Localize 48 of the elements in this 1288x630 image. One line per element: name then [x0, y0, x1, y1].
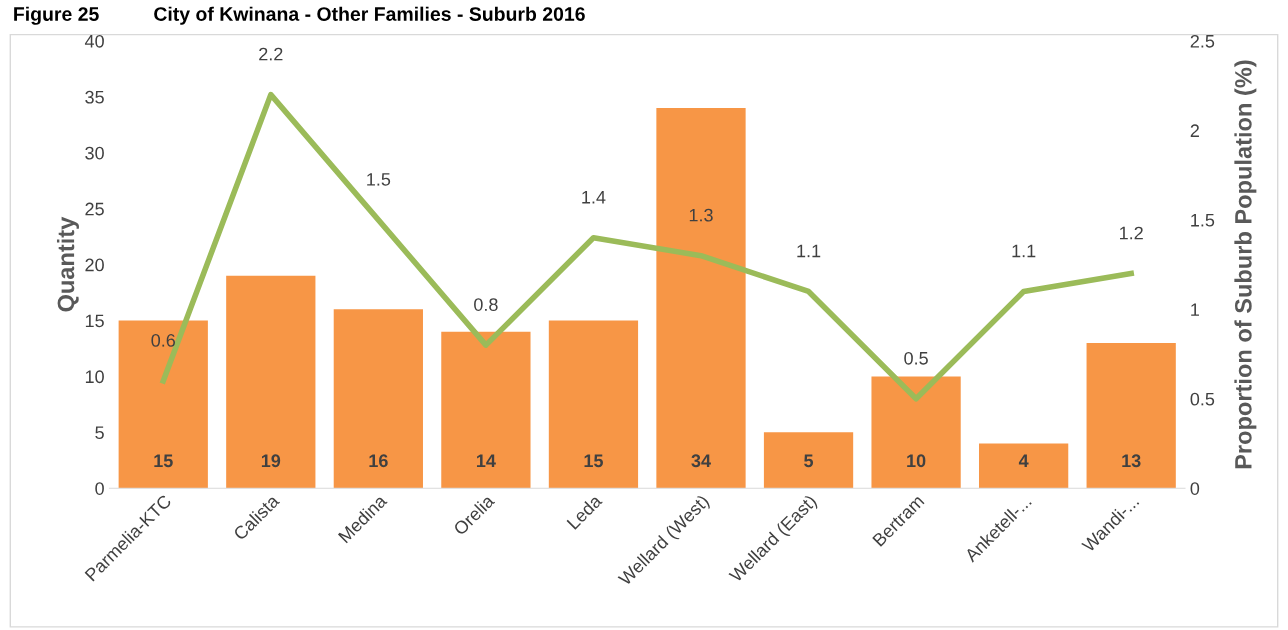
y-axis-title: Quantity [56, 216, 79, 312]
bar [226, 275, 316, 489]
y-tick-label: 40 [84, 34, 104, 48]
y2-tick-label: 2 [1190, 124, 1199, 137]
data-label: 1.4 [582, 191, 606, 204]
bar [871, 376, 961, 489]
data-label: 1.2 [1120, 226, 1143, 240]
y2-tick-label: 0.5 [1190, 392, 1215, 406]
bar [979, 443, 1069, 489]
y-tick-label: 25 [85, 202, 104, 216]
data-label: 5 [804, 454, 814, 468]
bar [656, 108, 746, 489]
bar [763, 432, 854, 489]
y2-tick-label: 1.5 [1191, 213, 1215, 227]
data-label: 2.2 [259, 47, 283, 61]
data-label: 15 [584, 454, 603, 468]
data-label: 10 [907, 454, 926, 468]
data-label: 1.1 [797, 244, 821, 258]
bar [1086, 342, 1176, 489]
y-tick-label: 0 [95, 482, 104, 495]
y-tick-label: 35 [85, 90, 104, 104]
data-label: 0.8 [474, 298, 498, 311]
y-tick-label: 10 [85, 370, 104, 384]
data-label: 1.5 [367, 173, 391, 186]
bar [441, 331, 531, 489]
bar [333, 309, 423, 489]
y-tick-label: 5 [95, 426, 104, 440]
data-label: 13 [1122, 454, 1141, 468]
data-label: 0.5 [904, 351, 928, 365]
y-tick-label: 20 [85, 258, 104, 272]
data-label: 19 [261, 454, 281, 468]
y2-tick-label: 1 [1191, 303, 1199, 316]
y2-axis-title: Proportion of Suburb Population (%) [1234, 60, 1257, 469]
chart-title: Figure 25 City of Kwinana - Other Families - Suburb 2016 [14, 6, 585, 25]
data-label: 15 [154, 454, 173, 468]
data-label: 34 [691, 454, 711, 468]
data-label: 1.1 [1012, 244, 1036, 258]
y-tick-label: 15 [85, 314, 104, 328]
y-tick-label: 30 [85, 146, 104, 160]
y2-tick-label: 2.5 [1190, 34, 1215, 48]
data-label: 1.3 [689, 208, 713, 222]
bar [118, 320, 208, 489]
data-label: 4 [1018, 454, 1029, 467]
data-label: 0.6 [151, 333, 176, 347]
data-label: 16 [369, 454, 388, 468]
y2-tick-label: 0 [1190, 482, 1200, 495]
bar [548, 320, 639, 489]
data-label: 14 [476, 454, 496, 467]
